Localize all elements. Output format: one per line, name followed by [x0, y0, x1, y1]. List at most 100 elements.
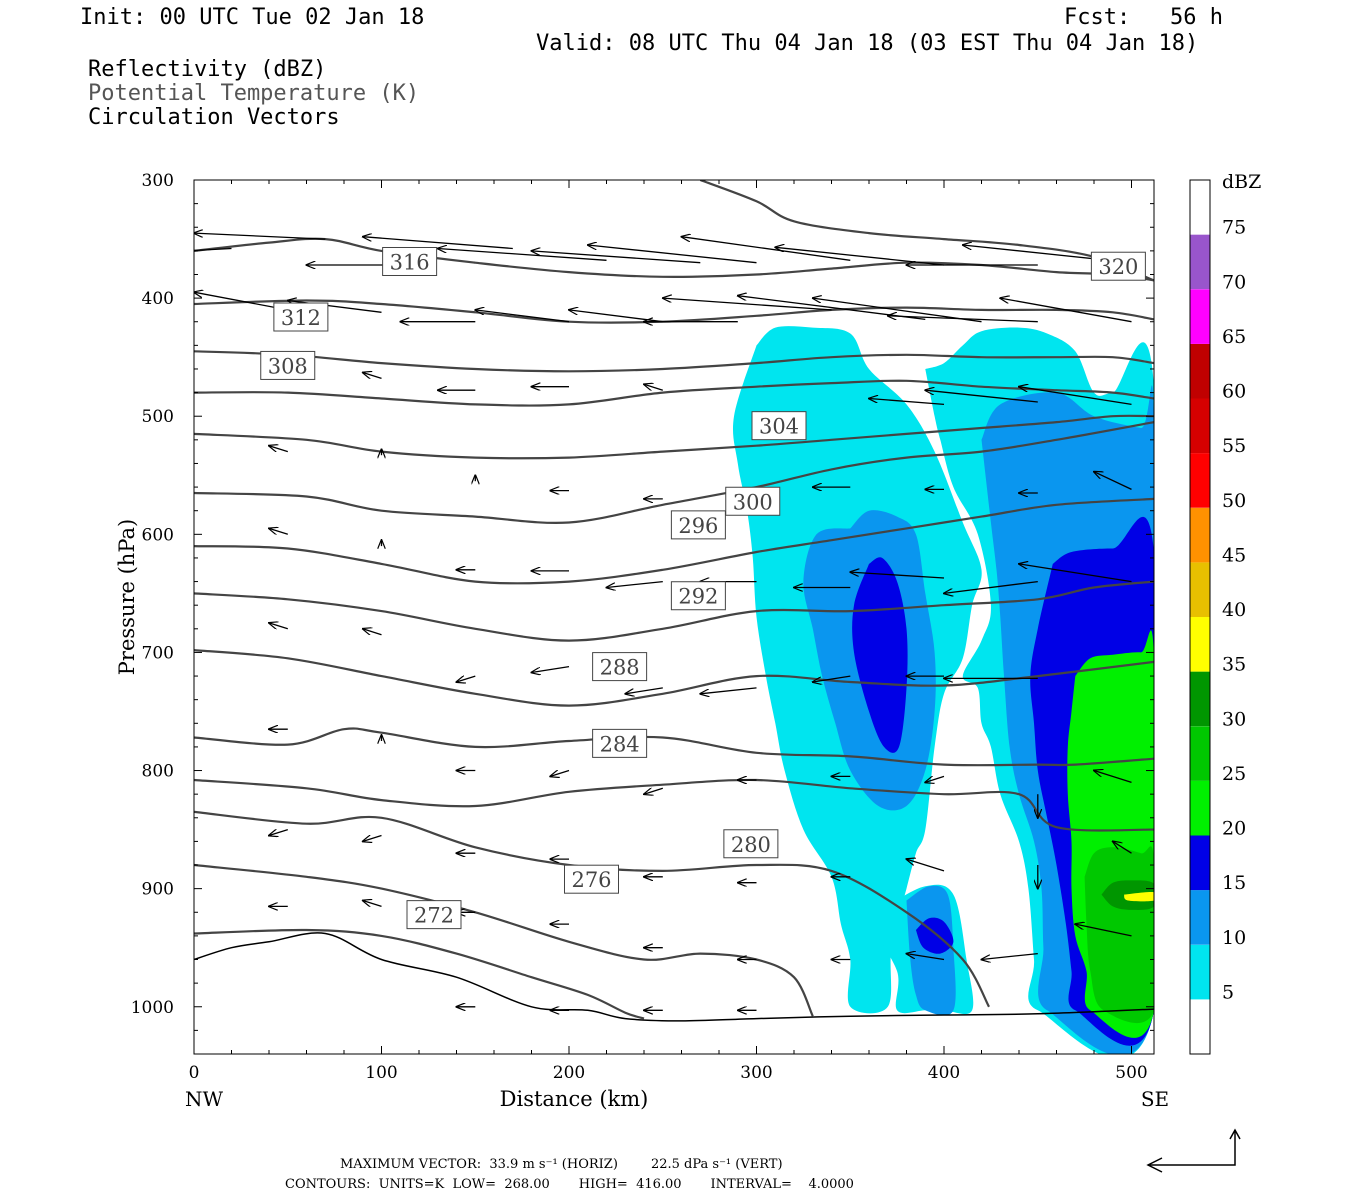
circulation-vector-74	[907, 859, 945, 872]
x-end-label-right: SE	[1141, 1087, 1169, 1111]
theta-contour-296	[194, 580, 1154, 642]
terrain-line	[194, 932, 1154, 1022]
circulation-vector-5	[532, 251, 701, 264]
circulation-vector-67	[269, 828, 288, 836]
axes: 0 100 200 300 400 500 300 400 500 600 700 800 900 100…	[115, 171, 1169, 1111]
circulation-vector-51	[532, 665, 570, 673]
circulation-vector-47	[1019, 564, 1132, 583]
init-time: Init: 00 UTC Tue 02 Jan 18	[80, 5, 425, 30]
colorbar-level-70: 70	[1222, 271, 1246, 293]
circulation-vector-28	[1019, 387, 1132, 406]
contour-label-316: 316	[390, 250, 430, 274]
theta-contour-316	[194, 350, 1154, 373]
reflectivity-region-15dbz-6	[852, 557, 908, 753]
circulation-vector-53	[700, 687, 757, 694]
circulation-vector-84	[907, 954, 945, 961]
circulation-vector-11	[194, 292, 288, 311]
circulation-vector-29	[269, 446, 288, 453]
colorbar-box-7	[1190, 617, 1210, 672]
y-tick-label-700: 700	[142, 643, 174, 663]
y-tick-label-600: 600	[142, 525, 174, 545]
contour-label-box-300	[725, 486, 781, 516]
colorbar-level-20: 20	[1222, 818, 1246, 840]
colorbar-title: dBZ	[1222, 171, 1261, 193]
contour-label-280: 280	[731, 833, 771, 857]
contour-label-box-280	[723, 829, 779, 859]
reflectivity-region-35dbz-12	[1124, 891, 1154, 902]
circulation-vector-12	[288, 301, 382, 313]
circulation-vector-66	[1094, 771, 1132, 784]
contour-label-box-320	[1090, 251, 1146, 281]
y-tick-label-900: 900	[142, 880, 174, 900]
y-tick-label-400: 400	[142, 289, 174, 309]
theta-contour-276	[194, 863, 814, 1017]
colorbar-box-5	[1190, 726, 1210, 781]
circulation-vector-14	[475, 310, 570, 323]
contour-label-320: 320	[1098, 255, 1138, 279]
contour-label-box-292	[670, 581, 726, 611]
colorbar-level-50: 50	[1222, 490, 1246, 512]
colorbar-level-35: 35	[1222, 654, 1246, 676]
contour-label-304: 304	[759, 415, 799, 439]
colorbar-level-65: 65	[1222, 326, 1246, 348]
colorbar-box-0	[1190, 999, 1210, 1054]
contour-label-308: 308	[268, 354, 308, 378]
circulation-vector-4	[438, 249, 607, 261]
circulation-vector-78	[363, 901, 382, 907]
colorbar-level-40: 40	[1222, 599, 1246, 621]
colorbar: 5 10 15 20 25 30 35 40 45 50 55 60 65 70 75 dBZ	[1189, 171, 1261, 1055]
colorbar-box-8	[1190, 562, 1210, 617]
circulation-vector-45	[850, 572, 945, 579]
contour-label-box-284	[592, 728, 648, 758]
circulation-vector-49	[363, 629, 382, 635]
theta-contour-300	[194, 497, 1154, 585]
contour-label-box-308	[260, 350, 316, 380]
theta-contour-288	[194, 727, 1154, 767]
theta-contour-272	[194, 928, 645, 1020]
contour-label-288: 288	[600, 656, 640, 680]
circulation-vector-15	[569, 310, 663, 323]
circulation-vector-48	[269, 623, 288, 630]
theta-contour-320	[194, 299, 1154, 324]
colorbar-box-14	[1190, 234, 1210, 290]
x-axis-label: Distance (km)	[500, 1087, 649, 1111]
circulation-vector-27	[925, 390, 1038, 403]
contour-label-box-276	[564, 864, 619, 894]
contour-label-box-272	[406, 900, 462, 930]
circulation-vector-42	[607, 580, 663, 588]
circulation-vector-85	[982, 952, 1038, 960]
contour-label-296: 296	[678, 514, 718, 538]
colorbar-level-45: 45	[1222, 544, 1246, 566]
contour-label-box-304	[751, 411, 807, 441]
max-vector-note: MAXIMUM VECTOR: 33.9 m s⁻¹ (HORIZ) 22.5 …	[340, 1157, 783, 1172]
contour-label-292: 292	[678, 585, 718, 609]
colorbar-box-6	[1190, 671, 1210, 727]
contour-label-box-288	[592, 652, 648, 682]
circulation-vector-17	[663, 298, 832, 311]
theta-contour-304	[194, 421, 1154, 524]
y-tick-label-300: 300	[142, 171, 174, 191]
reflectivity-region-25dbz-10	[1084, 846, 1154, 1023]
theta-contour-312	[194, 379, 1154, 407]
x-end-label-left: NW	[185, 1087, 224, 1111]
reference-vector-icon	[1146, 1128, 1241, 1173]
x-tick-label-0: 0	[189, 1063, 200, 1083]
theta-contours	[194, 180, 1154, 1020]
theta-contour-unlabeled-14	[699, 180, 1154, 282]
circulation-vector-8	[775, 247, 945, 266]
circulation-vector-25	[644, 384, 663, 391]
colorbar-box-12	[1190, 343, 1210, 399]
y-tick-label-800: 800	[142, 762, 174, 782]
circulation-vector-38	[269, 528, 288, 535]
circulation-vector-22	[363, 373, 382, 379]
circulation-vector-21	[1000, 298, 1132, 323]
contour-label-284: 284	[600, 732, 640, 756]
x-tick-label-500: 500	[1115, 1063, 1147, 1083]
colorbar-box-15	[1190, 180, 1210, 235]
circulation-vector-6	[588, 245, 757, 264]
theta-contour-284	[194, 778, 1154, 832]
contour-label-box-312	[273, 302, 329, 332]
circulation-vector-61	[644, 787, 663, 794]
terrain-surface	[194, 932, 1154, 1022]
